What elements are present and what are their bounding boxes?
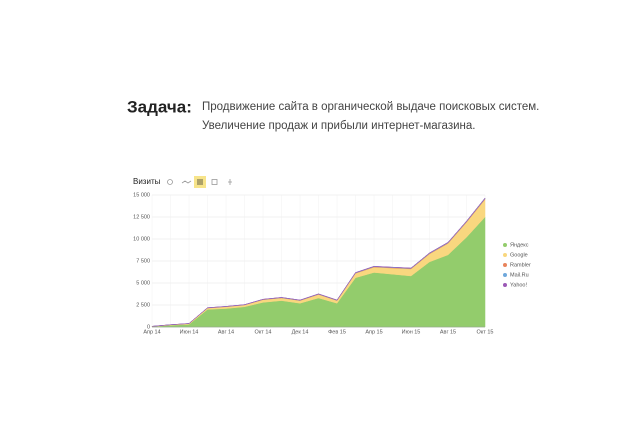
legend-label: Mail.Ru: [510, 272, 529, 278]
legend-label: Yahoo!: [510, 282, 527, 288]
legend-swatch: [503, 283, 507, 287]
legend-swatch: [503, 263, 507, 267]
x-tick-label: Фев 15: [328, 329, 346, 335]
icon[interactable]: [167, 179, 173, 185]
legend-label: Яндекс: [510, 242, 529, 248]
legend-swatch: [503, 243, 507, 247]
y-tick-label: 7 500: [136, 258, 150, 264]
y-tick-label: 15 000: [133, 192, 150, 198]
legend-label: Google: [510, 252, 528, 258]
x-tick-label: Апр 15: [365, 329, 382, 335]
icon[interactable]: [228, 179, 232, 185]
heading: Задача:: [127, 97, 192, 116]
y-tick-label: 2 500: [136, 302, 150, 308]
x-tick-label: Авг 14: [218, 329, 234, 335]
x-tick-label: Авг 15: [440, 329, 456, 335]
legend-label: Rambler: [510, 262, 531, 268]
x-tick-label: Июн 14: [180, 329, 199, 335]
legend-swatch: [503, 253, 507, 257]
icon[interactable]: [211, 179, 218, 185]
text-line: Увеличение продаж и прибыли интернет-маг…: [202, 120, 475, 132]
y-tick-label: 12 500: [133, 214, 150, 220]
legend-swatch: [503, 273, 507, 277]
text-line: Продвижение сайта в органической выдаче …: [202, 101, 539, 113]
area: [151, 197, 486, 327]
x-tick-label: Апр 14: [143, 329, 160, 335]
toolbar: [167, 176, 232, 188]
x-tick-label: Июн 15: [402, 329, 421, 335]
y-tick-label: 10 000: [133, 236, 150, 242]
x-tick-label: Окт 15: [477, 329, 494, 335]
x-tick-label: Дек 14: [292, 329, 309, 335]
y-tick-label: 0: [147, 324, 150, 330]
chart-title: Визиты: [133, 177, 161, 186]
icon[interactable]: [181, 180, 192, 184]
icon: [197, 179, 203, 185]
x-tick-label: Окт 14: [255, 329, 272, 335]
y-tick-label: 5 000: [136, 280, 150, 286]
